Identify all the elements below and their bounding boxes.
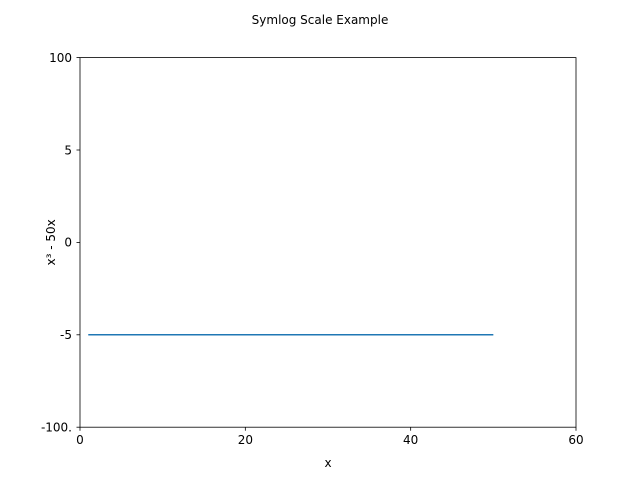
x-tick-label: 20 xyxy=(238,433,253,447)
y-tick-label: 100 xyxy=(49,51,72,65)
plot-area xyxy=(80,57,576,428)
y-axis-label: x³ - 50x xyxy=(44,219,58,265)
y-axis-ticks: 100 5 0 -5 -100. xyxy=(41,51,80,435)
chart-title: Symlog Scale Example xyxy=(252,13,389,27)
x-tick-label: 60 xyxy=(568,433,583,447)
x-axis-label: x xyxy=(324,456,331,470)
y-tick-label: 0 xyxy=(64,236,72,250)
x-tick-label: 40 xyxy=(403,433,418,447)
x-axis-ticks: 0 20 40 60 xyxy=(76,427,584,447)
y-tick-label: -5 xyxy=(60,328,72,342)
y-tick-label: 5 xyxy=(64,143,72,157)
y-tick-label: -100. xyxy=(41,421,72,435)
x-tick-label: 0 xyxy=(76,433,84,447)
